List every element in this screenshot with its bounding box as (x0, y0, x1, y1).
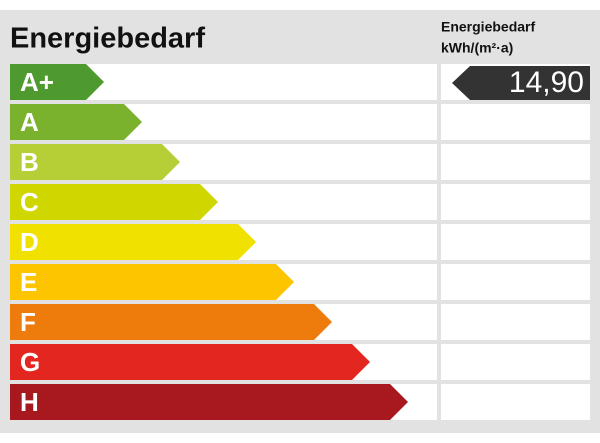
class-arrow (10, 304, 332, 340)
class-label: C (20, 187, 39, 217)
value-cell (441, 384, 590, 420)
column-unit: kWh/(m²·a) (441, 40, 513, 56)
class-arrow (10, 224, 256, 260)
column-title: Energiebedarf (441, 19, 535, 35)
class-arrow (10, 264, 294, 300)
class-label: A (20, 107, 39, 137)
value-cell (441, 144, 590, 180)
class-arrow (10, 104, 142, 140)
value-cell (441, 104, 590, 140)
value-cell (441, 264, 590, 300)
class-label: D (20, 227, 39, 257)
value-text: 14,90 (509, 66, 584, 99)
class-arrow (10, 344, 370, 380)
class-arrow (10, 144, 180, 180)
class-label: H (20, 387, 39, 417)
title: Energiebedarf (10, 23, 205, 55)
class-arrow (10, 64, 104, 100)
class-label: E (20, 267, 37, 297)
value-cell (441, 224, 590, 260)
value-cell (441, 304, 590, 340)
class-label: F (20, 307, 36, 337)
value-marker (452, 66, 590, 100)
class-label: B (20, 147, 39, 177)
class-label: G (20, 347, 40, 377)
class-arrow (10, 184, 218, 220)
value-cell (441, 184, 590, 220)
class-label: A+ (20, 67, 54, 97)
class-arrow (10, 384, 408, 420)
value-cell (441, 344, 590, 380)
